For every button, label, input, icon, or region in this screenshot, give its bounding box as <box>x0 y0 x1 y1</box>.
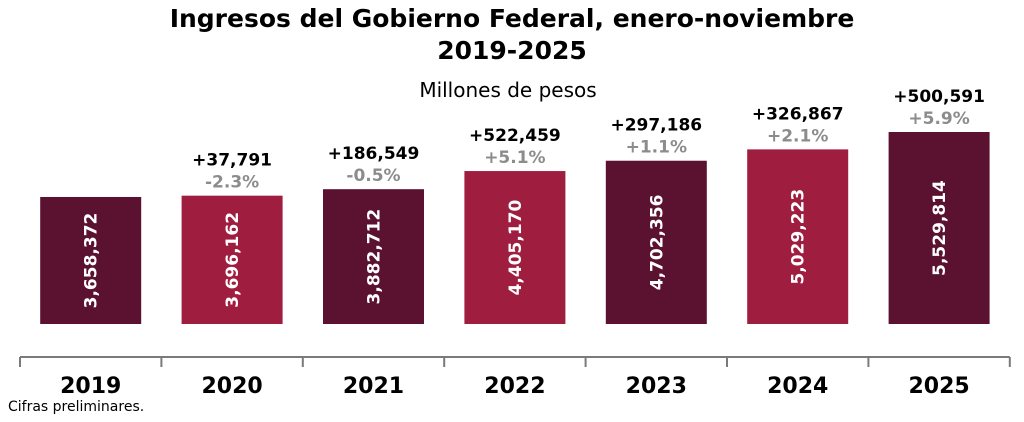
pct-change-label: -0.5% <box>346 166 400 186</box>
bar-2024 <box>747 149 849 324</box>
chart-title-years: 2019-2025 <box>437 36 587 65</box>
x-tick-label: 2019 <box>60 374 121 399</box>
abs-change-label: +297,186 <box>610 116 702 136</box>
abs-change-label: +522,459 <box>469 126 561 146</box>
x-tick-label: 2025 <box>908 374 969 399</box>
bar-2025 <box>888 132 990 324</box>
footnote: Cifras preliminares. <box>8 399 145 415</box>
pct-change-label: +5.1% <box>484 148 545 168</box>
x-tick-label: 2024 <box>767 374 828 399</box>
abs-change-label: +326,867 <box>752 104 844 124</box>
bar-value-label: 4,405,170 <box>506 199 526 295</box>
bar-value-label: 5,029,223 <box>789 189 809 285</box>
bar-2020 <box>181 195 283 324</box>
bar-value-label: 4,702,356 <box>647 195 667 291</box>
pct-change-label: +1.1% <box>626 138 687 158</box>
bar-value-label: 3,882,712 <box>365 209 385 305</box>
pct-change-label: +5.9% <box>908 109 969 129</box>
x-tick-label: 2023 <box>626 374 687 399</box>
bar-2021 <box>323 189 424 324</box>
abs-change-label: +500,591 <box>893 87 985 107</box>
bar-value-label: 3,658,372 <box>82 213 102 309</box>
bar-value-label: 5,529,814 <box>930 180 950 276</box>
chart-subtitle: Millones de pesos <box>419 78 597 102</box>
chart-title: Ingresos del Gobierno Federal, enero-nov… <box>169 4 855 33</box>
pct-change-label: -2.3% <box>205 173 259 193</box>
x-tick-label: 2022 <box>484 374 545 399</box>
bar-2023 <box>605 160 707 324</box>
abs-change-label: +37,791 <box>192 151 272 171</box>
x-tick-label: 2021 <box>343 374 404 399</box>
x-tick-label: 2020 <box>201 374 262 399</box>
bar-2019 <box>40 196 142 324</box>
pct-change-label: +2.1% <box>767 126 828 146</box>
abs-change-label: +186,549 <box>328 144 420 164</box>
bar-2022 <box>464 171 566 324</box>
bar-value-label: 3,696,162 <box>223 212 243 308</box>
